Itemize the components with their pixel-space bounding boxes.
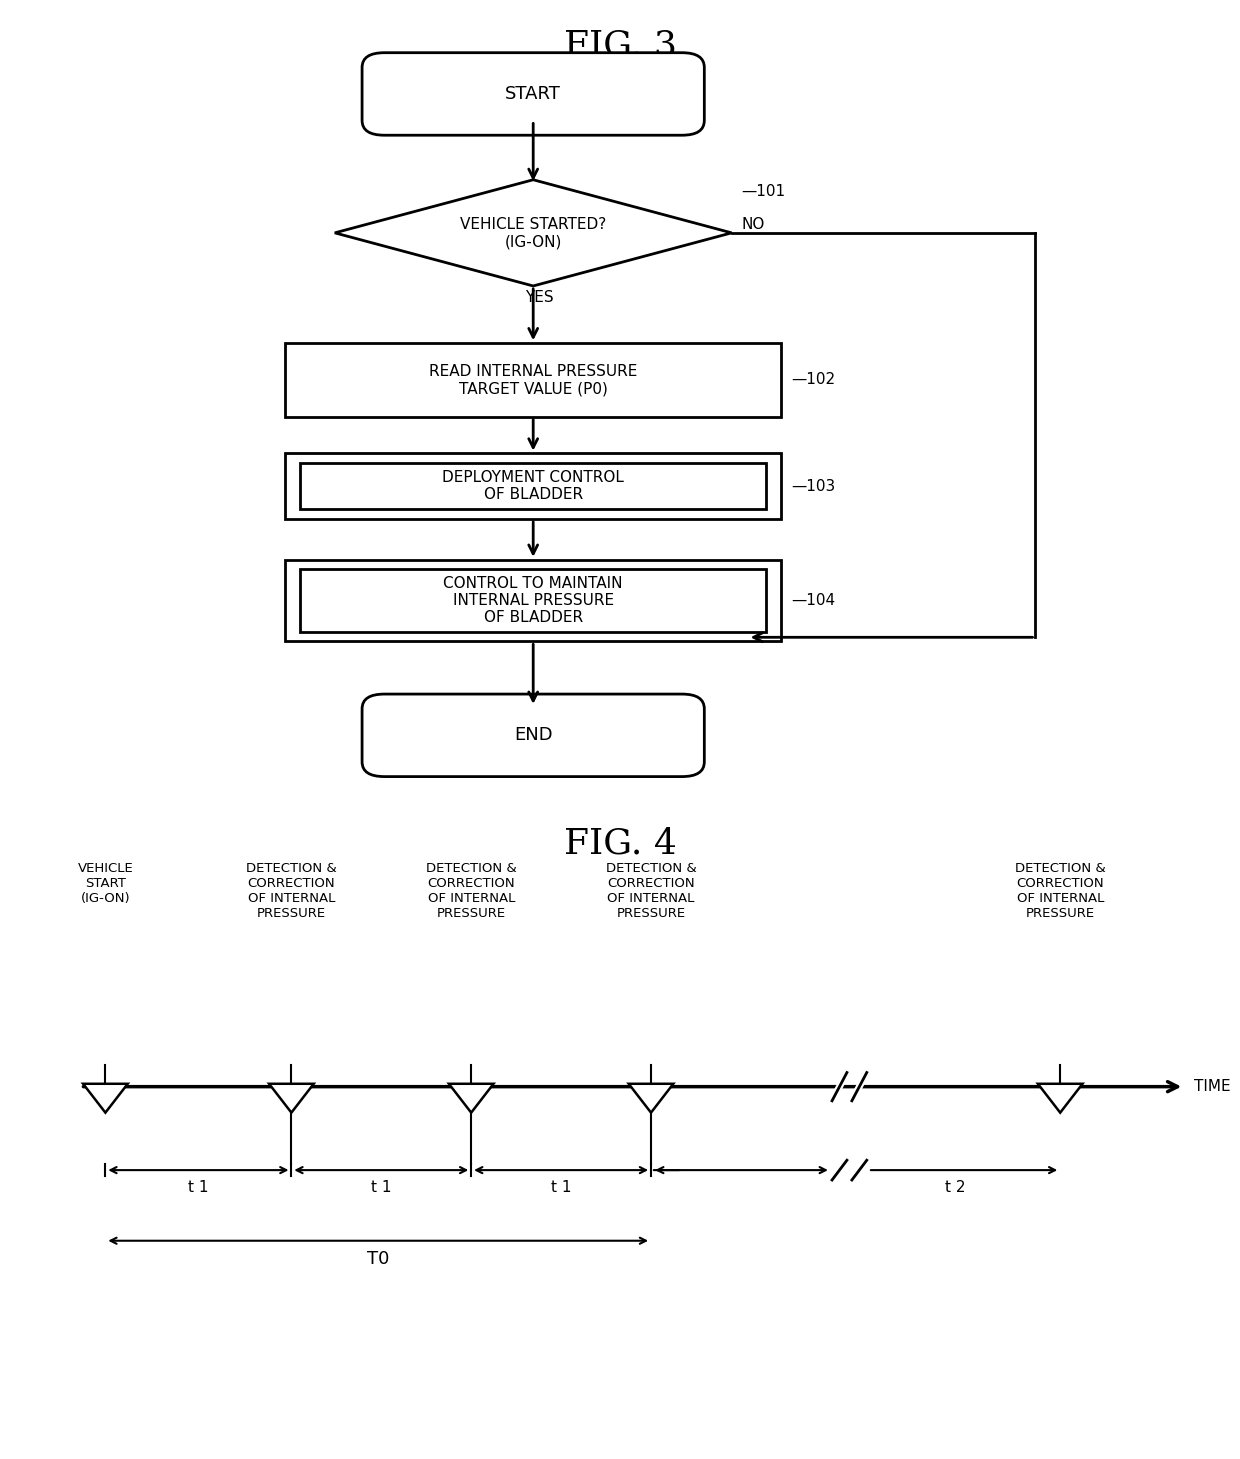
Text: —103: —103 [791, 479, 836, 493]
Text: —104: —104 [791, 592, 836, 608]
Text: t 2: t 2 [945, 1180, 965, 1195]
Text: NO: NO [742, 217, 765, 232]
FancyBboxPatch shape [362, 694, 704, 776]
Text: READ INTERNAL PRESSURE
TARGET VALUE (P0): READ INTERNAL PRESSURE TARGET VALUE (P0) [429, 363, 637, 397]
Polygon shape [449, 1084, 494, 1113]
Text: t 1: t 1 [371, 1180, 392, 1195]
Text: DETECTION &
CORRECTION
OF INTERNAL
PRESSURE: DETECTION & CORRECTION OF INTERNAL PRESS… [425, 862, 517, 921]
Text: t 1: t 1 [188, 1180, 208, 1195]
Text: DETECTION &
CORRECTION
OF INTERNAL
PRESSURE: DETECTION & CORRECTION OF INTERNAL PRESS… [1014, 862, 1106, 921]
Text: —101: —101 [742, 184, 786, 198]
Text: FIG. 3: FIG. 3 [563, 29, 677, 63]
Text: CONTROL TO MAINTAIN
INTERNAL PRESSURE
OF BLADDER: CONTROL TO MAINTAIN INTERNAL PRESSURE OF… [444, 576, 622, 626]
FancyBboxPatch shape [362, 53, 704, 136]
Polygon shape [335, 179, 732, 286]
Text: T0: T0 [367, 1250, 389, 1268]
Bar [300, 464, 766, 509]
Text: START: START [505, 85, 562, 104]
Text: DEPLOYMENT CONTROL
OF BLADDER: DEPLOYMENT CONTROL OF BLADDER [443, 470, 624, 502]
Bar [285, 343, 781, 417]
Bar [285, 454, 781, 519]
Text: t 1: t 1 [551, 1180, 572, 1195]
Text: YES: YES [525, 290, 554, 305]
Text: DETECTION &
CORRECTION
OF INTERNAL
PRESSURE: DETECTION & CORRECTION OF INTERNAL PRESS… [605, 862, 697, 921]
Polygon shape [629, 1084, 673, 1113]
Polygon shape [269, 1084, 314, 1113]
Text: END: END [513, 727, 553, 744]
Text: VEHICLE STARTED?
(IG-ON): VEHICLE STARTED? (IG-ON) [460, 216, 606, 249]
Polygon shape [83, 1084, 128, 1113]
Text: FIG. 4: FIG. 4 [563, 827, 677, 861]
Text: DETECTION &
CORRECTION
OF INTERNAL
PRESSURE: DETECTION & CORRECTION OF INTERNAL PRESS… [246, 862, 337, 921]
Bar [300, 569, 766, 632]
Text: TIME: TIME [1194, 1080, 1231, 1094]
Text: VEHICLE
START
(IG-ON): VEHICLE START (IG-ON) [78, 862, 133, 905]
Text: —102: —102 [791, 372, 836, 388]
Bar [285, 560, 781, 642]
Polygon shape [1038, 1084, 1083, 1113]
